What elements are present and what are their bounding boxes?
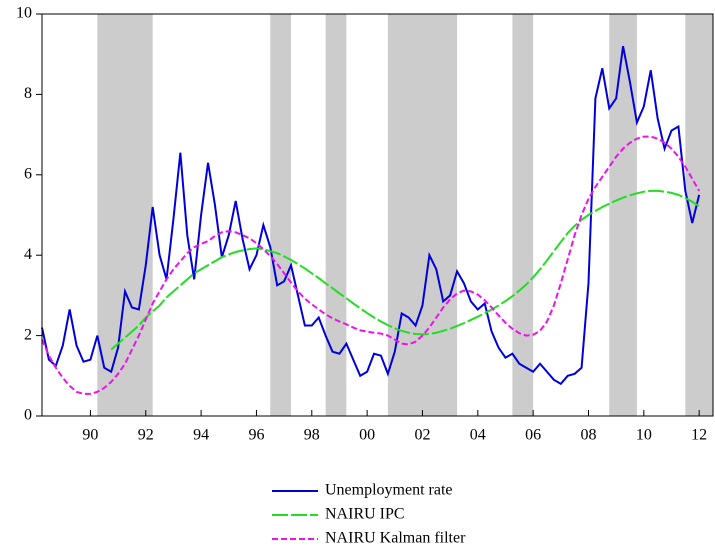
x-tick-label: 00 bbox=[359, 427, 375, 444]
shaded-period bbox=[609, 14, 637, 416]
shaded-period bbox=[270, 14, 292, 416]
shaded-period bbox=[512, 14, 534, 416]
x-tick-label: 12 bbox=[691, 427, 707, 444]
y-tick-label: 4 bbox=[24, 246, 32, 263]
shaded-period bbox=[387, 14, 458, 416]
legend-label: NAIRU IPC bbox=[325, 506, 405, 523]
x-tick-label: 10 bbox=[636, 427, 652, 444]
shaded-period bbox=[325, 14, 347, 416]
legend-label: Unemployment rate bbox=[325, 482, 453, 499]
series-line bbox=[41, 45, 701, 386]
x-tick-label: 96 bbox=[248, 427, 264, 444]
plot-frame bbox=[41, 13, 714, 417]
y-tick-label: 6 bbox=[24, 165, 32, 182]
x-tick-label: 90 bbox=[82, 427, 98, 444]
y-tick-label: 8 bbox=[24, 85, 32, 102]
x-tick-label: 02 bbox=[414, 427, 430, 444]
x-tick-label: 94 bbox=[193, 427, 209, 444]
legend-label: NAIRU Kalman filter bbox=[325, 530, 466, 547]
series-line bbox=[41, 135, 701, 395]
x-tick-label: 08 bbox=[580, 427, 596, 444]
series-line bbox=[110, 189, 700, 351]
shaded-period bbox=[685, 14, 713, 416]
x-tick-label: 92 bbox=[138, 427, 154, 444]
y-tick-label: 2 bbox=[24, 326, 32, 343]
shaded-period bbox=[97, 14, 153, 416]
x-tick-label: 98 bbox=[304, 427, 320, 444]
y-tick-label: 0 bbox=[24, 407, 32, 424]
x-tick-label: 04 bbox=[470, 427, 486, 444]
x-tick-label: 06 bbox=[525, 427, 541, 444]
y-tick-label: 10 bbox=[16, 5, 32, 22]
